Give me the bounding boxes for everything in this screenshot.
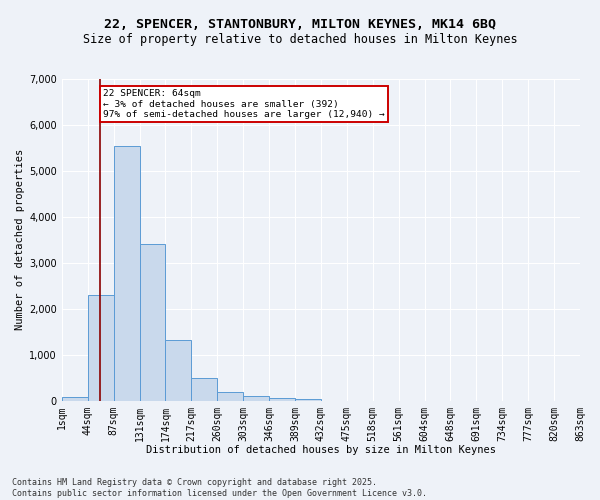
Text: 22, SPENCER, STANTONBURY, MILTON KEYNES, MK14 6BQ: 22, SPENCER, STANTONBURY, MILTON KEYNES,… bbox=[104, 18, 496, 30]
Bar bbox=[217, 392, 243, 400]
Text: 22 SPENCER: 64sqm
← 3% of detached houses are smaller (392)
97% of semi-detached: 22 SPENCER: 64sqm ← 3% of detached house… bbox=[103, 89, 385, 119]
Bar bbox=[243, 396, 269, 400]
Bar bbox=[191, 378, 217, 400]
Text: Size of property relative to detached houses in Milton Keynes: Size of property relative to detached ho… bbox=[83, 32, 517, 46]
Bar bbox=[140, 244, 166, 400]
Bar bbox=[113, 146, 140, 400]
X-axis label: Distribution of detached houses by size in Milton Keynes: Distribution of detached houses by size … bbox=[146, 445, 496, 455]
Y-axis label: Number of detached properties: Number of detached properties bbox=[15, 149, 25, 330]
Bar bbox=[269, 398, 295, 400]
Bar bbox=[88, 295, 113, 401]
Text: Contains HM Land Registry data © Crown copyright and database right 2025.
Contai: Contains HM Land Registry data © Crown c… bbox=[12, 478, 427, 498]
Bar bbox=[62, 398, 88, 400]
Bar bbox=[166, 340, 191, 400]
